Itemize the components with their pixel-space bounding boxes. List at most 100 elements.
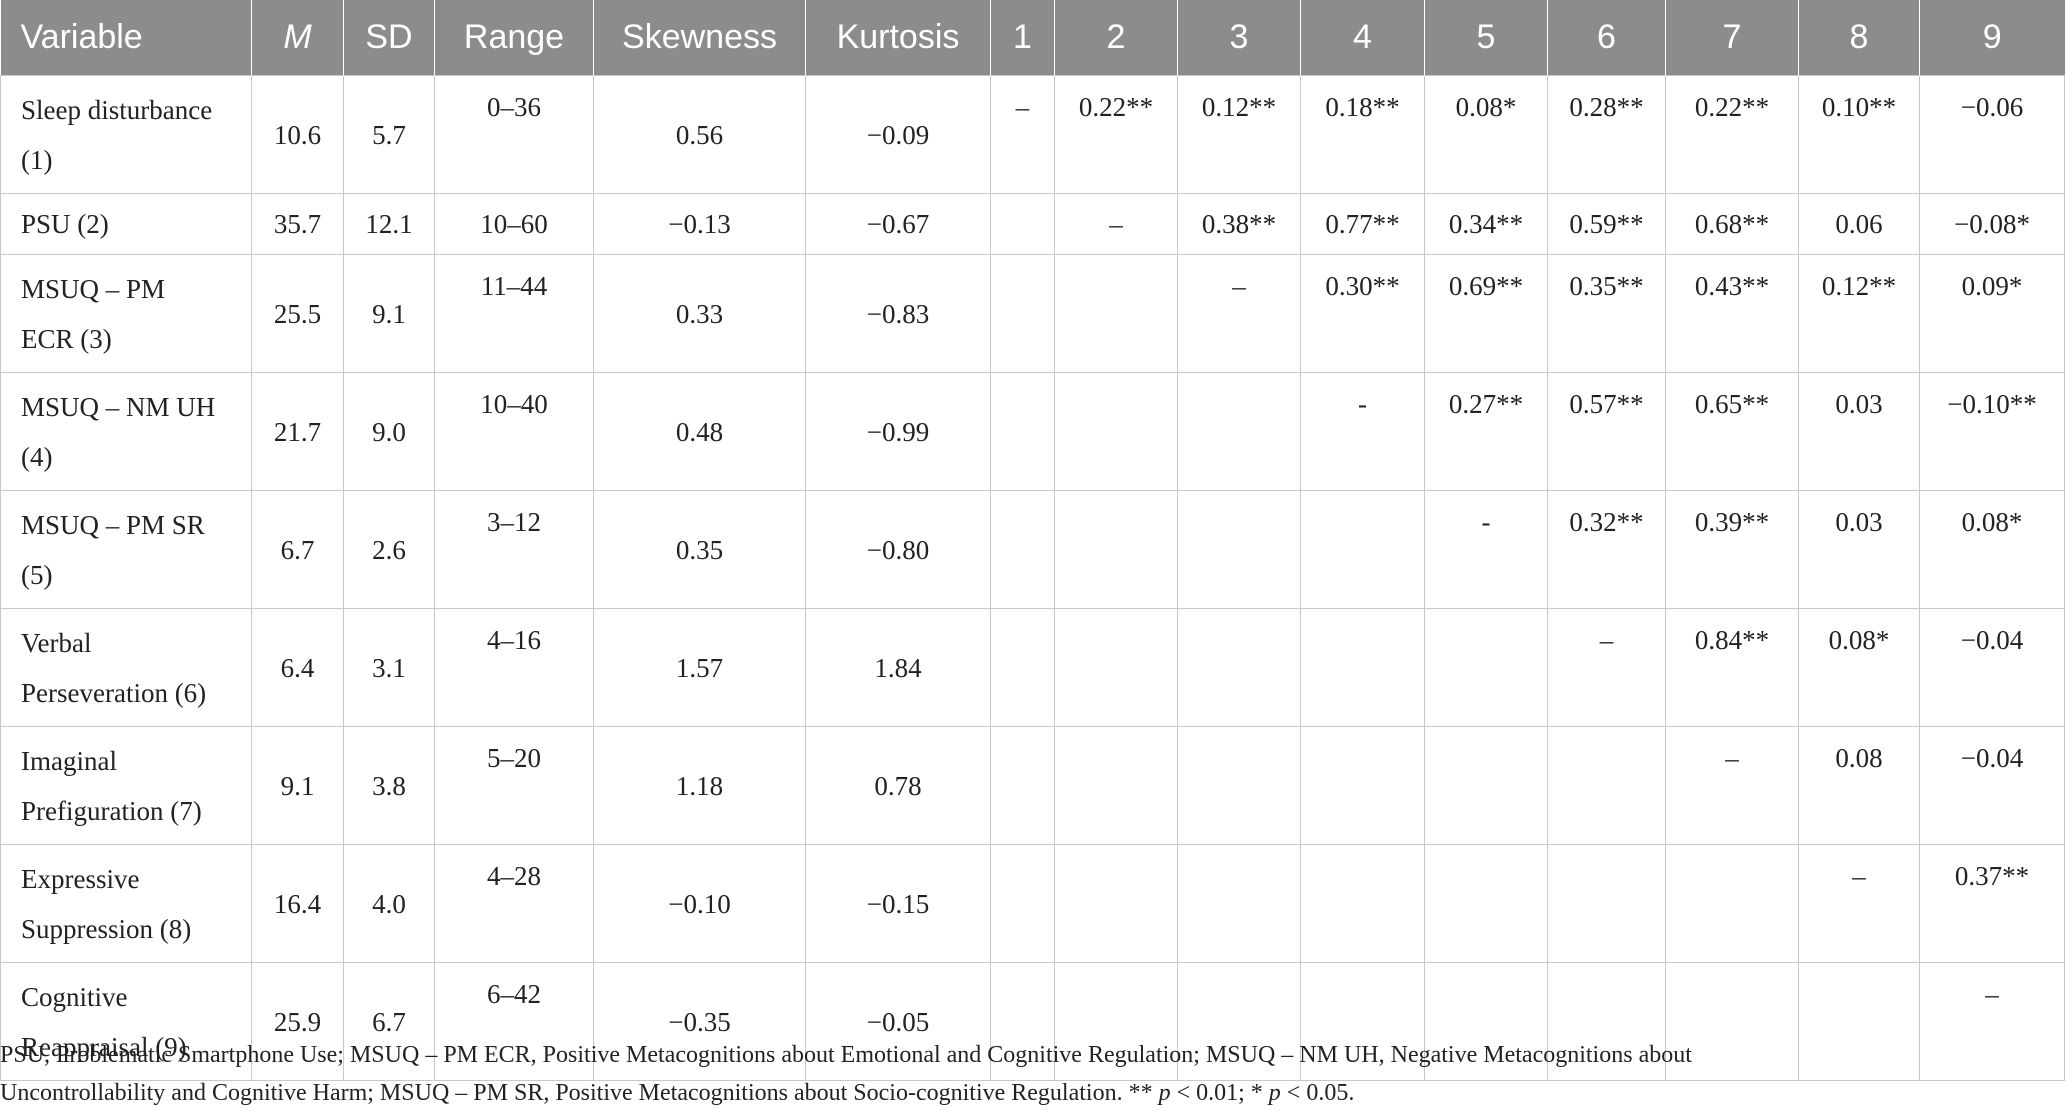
- variable-cell: MSUQ – NM UH (4): [0, 372, 252, 491]
- descriptive-statistics-table: Variable M SD Range Skewness Kurtosis 1 2 3 4 5 6 7 8…: [0, 0, 2065, 1081]
- range-cell: 4–16: [434, 608, 594, 727]
- variable-label-line: PSU (2): [21, 209, 109, 239]
- correlation-cell: 0.08*: [1919, 490, 2065, 609]
- variable-label-line: (1): [21, 144, 53, 175]
- table-body: Sleep disturbance (1) 10.6 5.7 0–36 0.56 −0.09…: [0, 75, 2065, 1081]
- sd-cell: 9.1: [343, 254, 435, 373]
- correlation-cell: [990, 844, 1055, 963]
- footnote-line-1: PSU, Problematic Smartphone Use; MSUQ – …: [0, 1042, 1692, 1068]
- correlation-cell: −0.06: [1919, 75, 2065, 194]
- variable-cell: MSUQ – PM ECR (3): [0, 254, 252, 373]
- column-header: Range: [434, 0, 594, 76]
- skewness-cell: −0.35: [593, 962, 806, 1081]
- correlation-cell: [1665, 962, 1799, 1081]
- variable-label-line: Reappraisal (9): [21, 1031, 187, 1062]
- sd-cell: 4.0: [343, 844, 435, 963]
- m-cell: 6.4: [251, 608, 344, 727]
- skewness-cell: 0.56: [593, 75, 806, 194]
- table-row: Imaginal Prefiguration (7) 9.1 3.8 5–20 1.18 0…: [0, 726, 2065, 845]
- skewness-cell: 1.18: [593, 726, 806, 845]
- kurtosis-cell: −0.15: [805, 844, 991, 963]
- correlation-cell: [1300, 608, 1425, 727]
- table-footnote: PSU, Problematic Smartphone Use; MSUQ – …: [0, 1036, 2060, 1112]
- correlation-cell: 0.12**: [1798, 254, 1920, 373]
- variable-label-line: MSUQ – PM SR: [21, 509, 205, 540]
- variable-label-line: MSUQ – PM: [21, 273, 166, 304]
- sd-cell: 3.8: [343, 726, 435, 845]
- footnote-line-2-text: Uncontrollability and Cognitive Harm; MS…: [0, 1080, 1153, 1106]
- correlation-cell: –: [1798, 844, 1920, 963]
- variable-label-line: MSUQ – NM UH: [21, 391, 216, 422]
- variable-cell: Imaginal Prefiguration (7): [0, 726, 252, 845]
- range-cell: 11–44: [434, 254, 594, 373]
- variable-cell: PSU (2): [0, 193, 252, 255]
- header-row: Variable M SD Range Skewness Kurtosis 1 2 3 4 5 6 7 8…: [0, 0, 2065, 76]
- table-row: Sleep disturbance (1) 10.6 5.7 0–36 0.56 −0.09…: [0, 75, 2065, 194]
- correlation-cell: -: [1424, 490, 1548, 609]
- correlation-cell: [1054, 962, 1178, 1081]
- skewness-cell: 0.33: [593, 254, 806, 373]
- variable-cell: Cognitive Reappraisal (9): [0, 962, 252, 1081]
- range-cell: 10–40: [434, 372, 594, 491]
- sd-cell: 12.1: [343, 193, 435, 255]
- correlation-cell: 0.37**: [1919, 844, 2065, 963]
- correlation-cell: 0.08: [1798, 726, 1920, 845]
- m-cell: 25.5: [251, 254, 344, 373]
- correlation-cell: 0.59**: [1547, 193, 1666, 255]
- variable-label-line: Verbal: [21, 627, 92, 658]
- sd-cell: 9.0: [343, 372, 435, 491]
- skewness-cell: −0.13: [593, 193, 806, 255]
- correlation-cell: 0.30**: [1300, 254, 1425, 373]
- m-cell: 16.4: [251, 844, 344, 963]
- variable-label-line: (5): [21, 559, 53, 590]
- correlation-cell: [1177, 962, 1301, 1081]
- correlation-cell: −0.08*: [1919, 193, 2065, 255]
- variable-label-line: (4): [21, 441, 53, 472]
- table-row: PSU (2) 35.7 12.1 10–60 −0.13 −0.67 –0.38** 0.7…: [0, 193, 2065, 255]
- correlation-cell: -: [1300, 372, 1425, 491]
- column-header: Skewness: [593, 0, 806, 76]
- correlation-cell: 0.28**: [1547, 75, 1666, 194]
- correlation-cell: 0.22**: [1665, 75, 1799, 194]
- p-rule-2: < 0.05.: [1286, 1080, 1355, 1106]
- variable-label-line: Suppression (8): [21, 913, 192, 944]
- m-cell: 6.7: [251, 490, 344, 609]
- correlation-cell: –: [990, 75, 1055, 194]
- correlation-cell: 0.65**: [1665, 372, 1799, 491]
- correlation-cell: 0.08*: [1424, 75, 1548, 194]
- correlation-cell: 0.03: [1798, 490, 1920, 609]
- kurtosis-cell: 0.78: [805, 726, 991, 845]
- column-header: Kurtosis: [805, 0, 991, 76]
- skewness-cell: 0.35: [593, 490, 806, 609]
- correlation-cell: 0.35**: [1547, 254, 1666, 373]
- kurtosis-cell: −0.83: [805, 254, 991, 373]
- column-header: 1: [990, 0, 1055, 76]
- correlation-cell: [990, 608, 1055, 727]
- column-header: 3: [1177, 0, 1301, 76]
- range-cell: 5–20: [434, 726, 594, 845]
- variable-label-line: ECR (3): [21, 323, 112, 354]
- table-row: MSUQ – PM SR (5) 6.7 2.6 3–12 0.35 −0.80 -0.32*…: [0, 490, 2065, 609]
- variable-label-line: Prefiguration (7): [21, 795, 202, 826]
- correlation-cell: [1054, 490, 1178, 609]
- correlation-cell: 0.34**: [1424, 193, 1548, 255]
- correlation-cell: 0.84**: [1665, 608, 1799, 727]
- correlation-cell: 0.09*: [1919, 254, 2065, 373]
- correlation-cell: 0.39**: [1665, 490, 1799, 609]
- correlation-cell: 0.32**: [1547, 490, 1666, 609]
- correlation-cell: 0.77**: [1300, 193, 1425, 255]
- correlation-cell: 0.12**: [1177, 75, 1301, 194]
- correlation-cell: [1300, 844, 1425, 963]
- column-header: 7: [1665, 0, 1799, 76]
- m-cell: 21.7: [251, 372, 344, 491]
- correlation-cell: −0.04: [1919, 726, 2065, 845]
- correlation-cell: 0.69**: [1424, 254, 1548, 373]
- correlation-cell: [1424, 844, 1548, 963]
- kurtosis-cell: −0.09: [805, 75, 991, 194]
- table-row: MSUQ – NM UH (4) 21.7 9.0 10–40 0.48 −0.99 -0.2…: [0, 372, 2065, 491]
- table-row: MSUQ – PM ECR (3) 25.5 9.1 11–44 0.33 −0.83–0.…: [0, 254, 2065, 373]
- correlation-cell: [1547, 844, 1666, 963]
- correlation-cell: 0.08*: [1798, 608, 1920, 727]
- correlation-cell: –: [1665, 726, 1799, 845]
- correlation-cell: [1547, 962, 1666, 1081]
